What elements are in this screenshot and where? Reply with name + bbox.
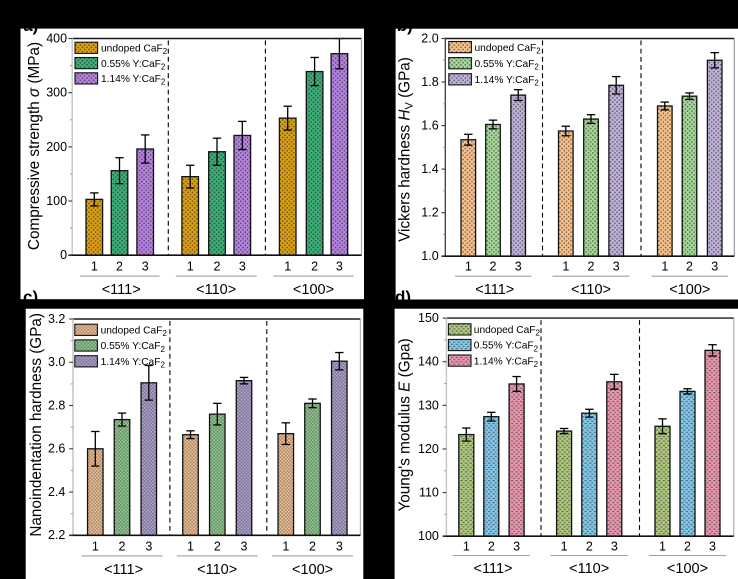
svg-text:1: 1 xyxy=(284,260,291,274)
svg-text:1.2: 1.2 xyxy=(421,206,438,220)
svg-text:2.6: 2.6 xyxy=(48,442,65,456)
svg-text:<100>: <100> xyxy=(292,562,333,578)
svg-text:3: 3 xyxy=(336,260,343,274)
svg-text:Compressive strength σ (MPa): Compressive strength σ (MPa) xyxy=(26,42,43,250)
svg-text:0.55% Y:CaF2: 0.55% Y:CaF2 xyxy=(101,341,166,354)
svg-text:<111>: <111> xyxy=(475,282,514,298)
svg-text:d): d) xyxy=(395,287,411,306)
svg-text:<111>: <111> xyxy=(474,561,513,577)
svg-text:1.8: 1.8 xyxy=(421,75,438,89)
svg-text:0.55% Y:CaF2: 0.55% Y:CaF2 xyxy=(474,341,539,354)
svg-text:2.2: 2.2 xyxy=(48,528,65,542)
svg-text:130: 130 xyxy=(418,398,439,412)
svg-text:3: 3 xyxy=(613,260,620,274)
svg-text:undoped CaF2: undoped CaF2 xyxy=(474,325,541,338)
svg-text:3: 3 xyxy=(241,539,248,553)
svg-text:3: 3 xyxy=(711,260,718,274)
svg-text:1.14% Y:CaF2: 1.14% Y:CaF2 xyxy=(101,74,166,87)
svg-text:2: 2 xyxy=(309,539,316,553)
svg-text:2: 2 xyxy=(490,260,497,274)
svg-text:3.0: 3.0 xyxy=(48,355,65,369)
svg-text:1.14% Y:CaF2: 1.14% Y:CaF2 xyxy=(474,356,539,369)
svg-text:1: 1 xyxy=(282,539,289,553)
svg-text:110: 110 xyxy=(419,486,439,500)
svg-text:c): c) xyxy=(23,287,38,306)
svg-text:2: 2 xyxy=(214,539,221,553)
svg-text:2: 2 xyxy=(311,260,318,274)
svg-text:1: 1 xyxy=(659,539,666,553)
svg-text:2: 2 xyxy=(214,260,221,274)
svg-text:2: 2 xyxy=(686,260,693,274)
svg-text:1.4: 1.4 xyxy=(421,162,438,176)
svg-text:<100>: <100> xyxy=(667,561,708,577)
svg-text:3: 3 xyxy=(142,260,149,274)
svg-text:<110>: <110> xyxy=(197,562,237,578)
svg-text:1.6: 1.6 xyxy=(421,119,438,133)
svg-text:2.0: 2.0 xyxy=(421,31,438,45)
svg-text:1: 1 xyxy=(187,260,194,274)
svg-text:140: 140 xyxy=(418,355,439,369)
svg-text:0: 0 xyxy=(60,248,67,262)
svg-text:<110>: <110> xyxy=(571,282,611,298)
svg-text:3: 3 xyxy=(513,539,520,553)
svg-text:1: 1 xyxy=(187,539,194,553)
svg-text:undoped CaF2: undoped CaF2 xyxy=(101,326,168,339)
svg-text:0.55% Y:CaF2: 0.55% Y:CaF2 xyxy=(475,59,540,72)
svg-text:1.14% Y:CaF2: 1.14% Y:CaF2 xyxy=(101,357,166,370)
svg-text:300: 300 xyxy=(46,86,67,100)
svg-text:1: 1 xyxy=(91,260,98,274)
svg-text:<100>: <100> xyxy=(669,282,710,298)
svg-text:3: 3 xyxy=(611,539,618,553)
svg-text:100: 100 xyxy=(46,194,67,208)
svg-text:2: 2 xyxy=(586,539,593,553)
svg-text:a): a) xyxy=(23,16,38,35)
svg-text:2: 2 xyxy=(116,260,123,274)
svg-text:200: 200 xyxy=(46,140,67,154)
svg-text:3: 3 xyxy=(709,539,716,553)
svg-text:1: 1 xyxy=(92,539,99,553)
svg-text:Nanoindentation hardness (GPa): Nanoindentation hardness (GPa) xyxy=(28,313,45,537)
svg-text:3: 3 xyxy=(336,539,343,553)
svg-text:2: 2 xyxy=(588,260,595,274)
svg-text:2: 2 xyxy=(119,539,126,553)
svg-text:0.55% Y:CaF2: 0.55% Y:CaF2 xyxy=(101,59,166,72)
svg-text:120: 120 xyxy=(418,442,439,456)
svg-text:1: 1 xyxy=(561,539,568,553)
svg-text:Young's modulus E (Gpa): Young's modulus E (Gpa) xyxy=(397,338,414,511)
svg-text:1.0: 1.0 xyxy=(421,249,438,263)
svg-text:2: 2 xyxy=(684,539,691,553)
svg-text:1: 1 xyxy=(661,260,668,274)
svg-text:2.4: 2.4 xyxy=(48,485,65,499)
svg-text:3: 3 xyxy=(145,539,152,553)
svg-text:2: 2 xyxy=(488,539,495,553)
svg-text:<110>: <110> xyxy=(569,561,609,577)
svg-text:1: 1 xyxy=(562,260,569,274)
svg-text:<111>: <111> xyxy=(104,562,143,578)
svg-text:<100>: <100> xyxy=(293,282,334,298)
svg-text:3.2: 3.2 xyxy=(48,312,65,326)
svg-text:100: 100 xyxy=(418,529,439,543)
svg-text:2.8: 2.8 xyxy=(48,398,65,412)
svg-text:b): b) xyxy=(397,16,413,35)
svg-text:Vickers hardness HV​ (GPa): Vickers hardness HV​ (GPa) xyxy=(397,57,416,242)
svg-text:1: 1 xyxy=(465,260,472,274)
svg-text:undoped CaF2: undoped CaF2 xyxy=(475,43,542,56)
svg-text:3: 3 xyxy=(239,260,246,274)
svg-text:1: 1 xyxy=(463,539,470,553)
svg-text:<110>: <110> xyxy=(196,282,236,298)
svg-text:400: 400 xyxy=(46,31,67,45)
svg-text:150: 150 xyxy=(418,311,439,325)
svg-text:3: 3 xyxy=(515,260,522,274)
svg-text:<111>: <111> xyxy=(102,282,141,298)
svg-text:1.14% Y:CaF2: 1.14% Y:CaF2 xyxy=(475,75,540,88)
svg-text:undoped CaF2: undoped CaF2 xyxy=(101,44,168,57)
